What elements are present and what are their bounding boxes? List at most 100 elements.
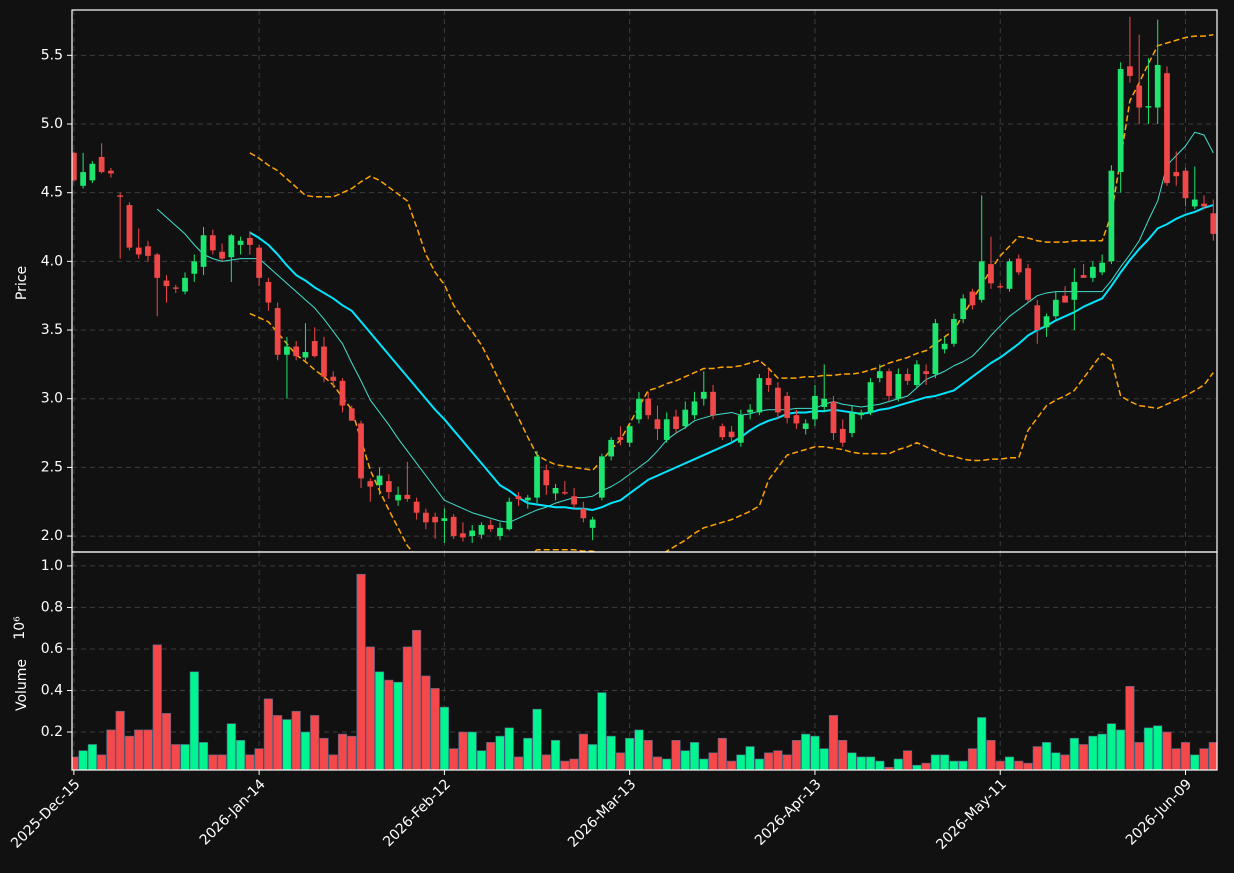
volume-bar — [967, 748, 977, 770]
volume-bar — [356, 573, 366, 770]
candle-body — [487, 525, 494, 530]
volume-bar — [208, 754, 218, 770]
candle-body — [719, 426, 726, 438]
candle-body — [997, 286, 1004, 288]
candle-body — [645, 398, 652, 416]
y-tick-label: 5.5 — [41, 47, 63, 63]
candle-body — [1080, 275, 1087, 278]
candle-body — [599, 456, 605, 498]
volume-bar — [1004, 756, 1015, 770]
volume-frame — [71, 551, 1218, 771]
volume-bar — [791, 740, 801, 770]
candle-body — [978, 261, 985, 300]
volume-bar — [263, 698, 273, 770]
volume-bar — [134, 729, 144, 770]
candle-body — [812, 395, 818, 420]
candle-body — [904, 373, 911, 381]
candle-body — [1201, 203, 1207, 207]
candle-body — [1145, 106, 1152, 108]
volume-bar — [875, 760, 885, 770]
volume-bar — [754, 758, 764, 770]
volume-bar — [801, 733, 811, 770]
volume-bar — [97, 754, 107, 770]
candle-body — [1164, 73, 1170, 184]
volume-bar — [643, 740, 653, 770]
candle-body — [191, 261, 198, 274]
x-tick-label: 2026-Jan-14 — [197, 776, 269, 848]
candle-body — [413, 501, 420, 513]
candle-body — [849, 412, 855, 434]
volume-bar — [217, 754, 227, 770]
volume-bar — [1088, 735, 1098, 770]
volume-bar — [486, 742, 496, 770]
volume-bar — [662, 758, 672, 770]
volume-bar — [513, 756, 524, 770]
volume-bar — [606, 735, 616, 770]
candle-body — [728, 431, 735, 438]
grid — [72, 10, 1217, 770]
candle-body — [802, 423, 809, 429]
volume-bar — [921, 762, 931, 770]
volume-bar — [449, 748, 459, 770]
volume-bar — [282, 719, 292, 770]
volume-bar — [680, 750, 690, 770]
volume-bar — [745, 746, 755, 770]
volume-axis-label: Volume — [14, 659, 30, 711]
candle-body — [988, 264, 994, 284]
y-tick-label: 0.8 — [41, 599, 63, 615]
volume-bar — [893, 758, 903, 770]
candle-body — [747, 409, 753, 413]
volume-bar — [374, 671, 385, 770]
candle-body — [626, 426, 633, 443]
volume-bar — [1162, 731, 1172, 770]
volume-bar — [245, 754, 255, 770]
candle-body — [72, 152, 77, 181]
candle-body — [1127, 66, 1133, 76]
candle-body — [348, 408, 355, 421]
candle-body — [951, 319, 957, 344]
volume-bar — [828, 715, 839, 770]
y-tick-label: 4.0 — [41, 253, 63, 269]
volume-bar — [467, 731, 477, 770]
candle-body — [775, 387, 781, 413]
candle-body — [321, 346, 327, 377]
candle-body — [172, 287, 179, 289]
candle-body — [1210, 213, 1217, 234]
candle-body — [1173, 172, 1180, 177]
volume-bar — [1060, 754, 1070, 770]
volume-bar — [412, 629, 422, 770]
volume-bar — [652, 756, 663, 770]
volume-bar — [236, 740, 246, 770]
candle-body — [580, 508, 587, 519]
x-tick-label: 2026-Mar-13 — [565, 776, 639, 850]
candle-body — [246, 238, 253, 245]
volume-bar — [78, 750, 88, 770]
x-tick-label: 2025-Dec-15 — [8, 776, 83, 851]
volume-bar — [72, 756, 79, 770]
volume-bar — [180, 744, 190, 770]
volume-bar — [838, 740, 848, 770]
volume-bar — [773, 750, 783, 770]
y-tick-label: 0.6 — [41, 641, 63, 657]
volume-bar — [736, 754, 746, 770]
volume-bar — [782, 754, 792, 770]
volume-bar — [578, 733, 588, 770]
candle-body — [302, 352, 309, 358]
volume-bar — [87, 744, 97, 770]
overlay-line — [249, 312, 1214, 552]
candle-body — [284, 346, 290, 355]
volume-bar — [551, 740, 561, 770]
volume-bar — [161, 713, 172, 770]
candle-body — [571, 496, 577, 505]
volume-bar — [699, 758, 709, 770]
candle-body — [765, 378, 772, 385]
price-panel — [72, 16, 1217, 552]
volume-bar — [995, 760, 1005, 770]
candle-body — [830, 401, 837, 434]
volume-bar — [337, 733, 348, 770]
x-tick-label: 2026-May-11 — [933, 776, 1010, 853]
x-tick-label: 2026-Jun-09 — [1123, 776, 1195, 848]
volume-bar — [384, 679, 394, 770]
candle-body — [960, 298, 967, 320]
